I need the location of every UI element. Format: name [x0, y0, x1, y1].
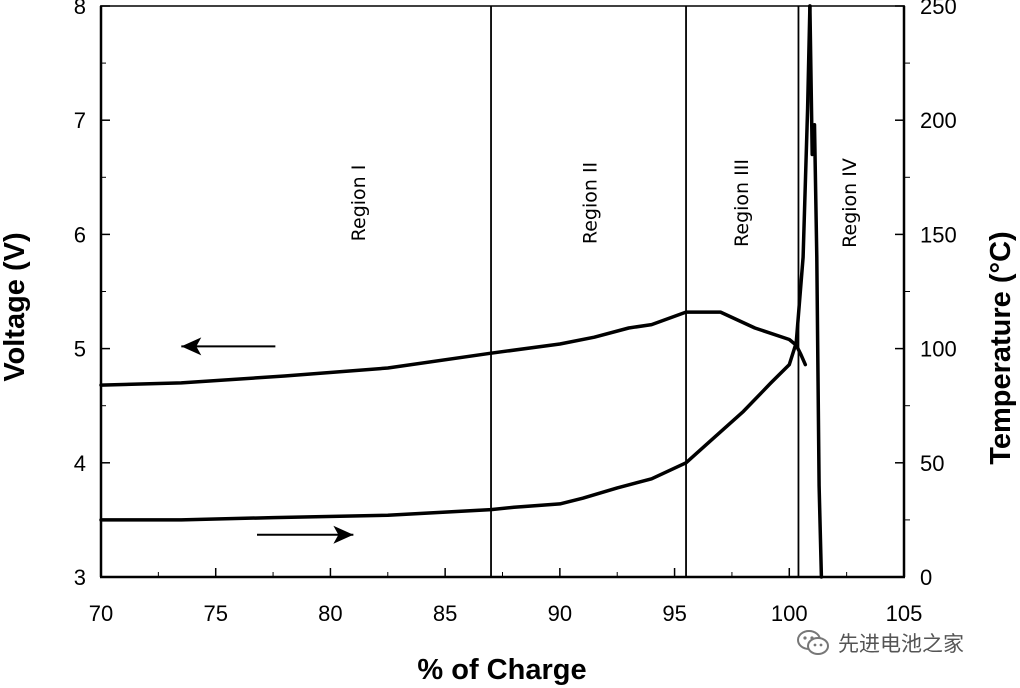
- x-tick-label: 80: [318, 601, 342, 626]
- arrow-left: [181, 337, 276, 356]
- data-series: [99, 4, 824, 579]
- y-axis-right-title: Temperature (°C): [985, 231, 1017, 464]
- y-left-tick-label: 5: [74, 337, 86, 362]
- series-line: [99, 310, 808, 387]
- y-right-tick-label: 200: [920, 108, 957, 133]
- x-tick-label: 85: [433, 601, 457, 626]
- x-tick-label: 70: [89, 601, 113, 626]
- x-tick-label: 95: [662, 601, 686, 626]
- x-tick-label: 90: [548, 601, 572, 626]
- arrow-head: [181, 337, 202, 356]
- y-left-tick-label: 8: [74, 0, 86, 19]
- y-left-tick-label: 3: [74, 565, 86, 590]
- watermark-text: 先进电池之家: [838, 632, 964, 656]
- y-axis-left-title: Voltage (V): [0, 232, 31, 381]
- plot-frame: [99, 5, 906, 579]
- y-right-tick-label: 100: [920, 337, 957, 362]
- region-boundaries: [490, 6, 800, 577]
- series-line: [808, 4, 824, 579]
- region-label: Region I: [348, 165, 370, 242]
- series-line: [99, 4, 812, 522]
- region-label: Region II: [580, 162, 602, 244]
- x-tick-label: 75: [203, 601, 227, 626]
- y-right-tick-label: 150: [920, 222, 957, 247]
- arrow-head: [333, 525, 354, 544]
- watermark: 先进电池之家: [796, 626, 1006, 660]
- region-label: Region IV: [839, 158, 861, 248]
- wechat-icon: [797, 630, 829, 655]
- axis-ticks: [100, 5, 910, 578]
- x-tick-label: 100: [771, 601, 808, 626]
- y-right-tick-label: 50: [920, 451, 944, 476]
- x-tick-label: 105: [886, 601, 923, 626]
- region-label: Region III: [731, 159, 753, 247]
- direction-arrows: [181, 337, 354, 544]
- y-left-tick-label: 4: [74, 451, 86, 476]
- y-right-tick-label: 0: [920, 565, 932, 590]
- y-left-tick-label: 7: [74, 108, 86, 133]
- y-left-tick-label: 6: [74, 222, 86, 247]
- x-axis-title: % of Charge: [417, 654, 586, 686]
- arrow-right: [257, 525, 354, 544]
- region-labels: Region I Region II Region III Region IV: [348, 158, 861, 248]
- y-right-tick-label: 250: [920, 0, 957, 19]
